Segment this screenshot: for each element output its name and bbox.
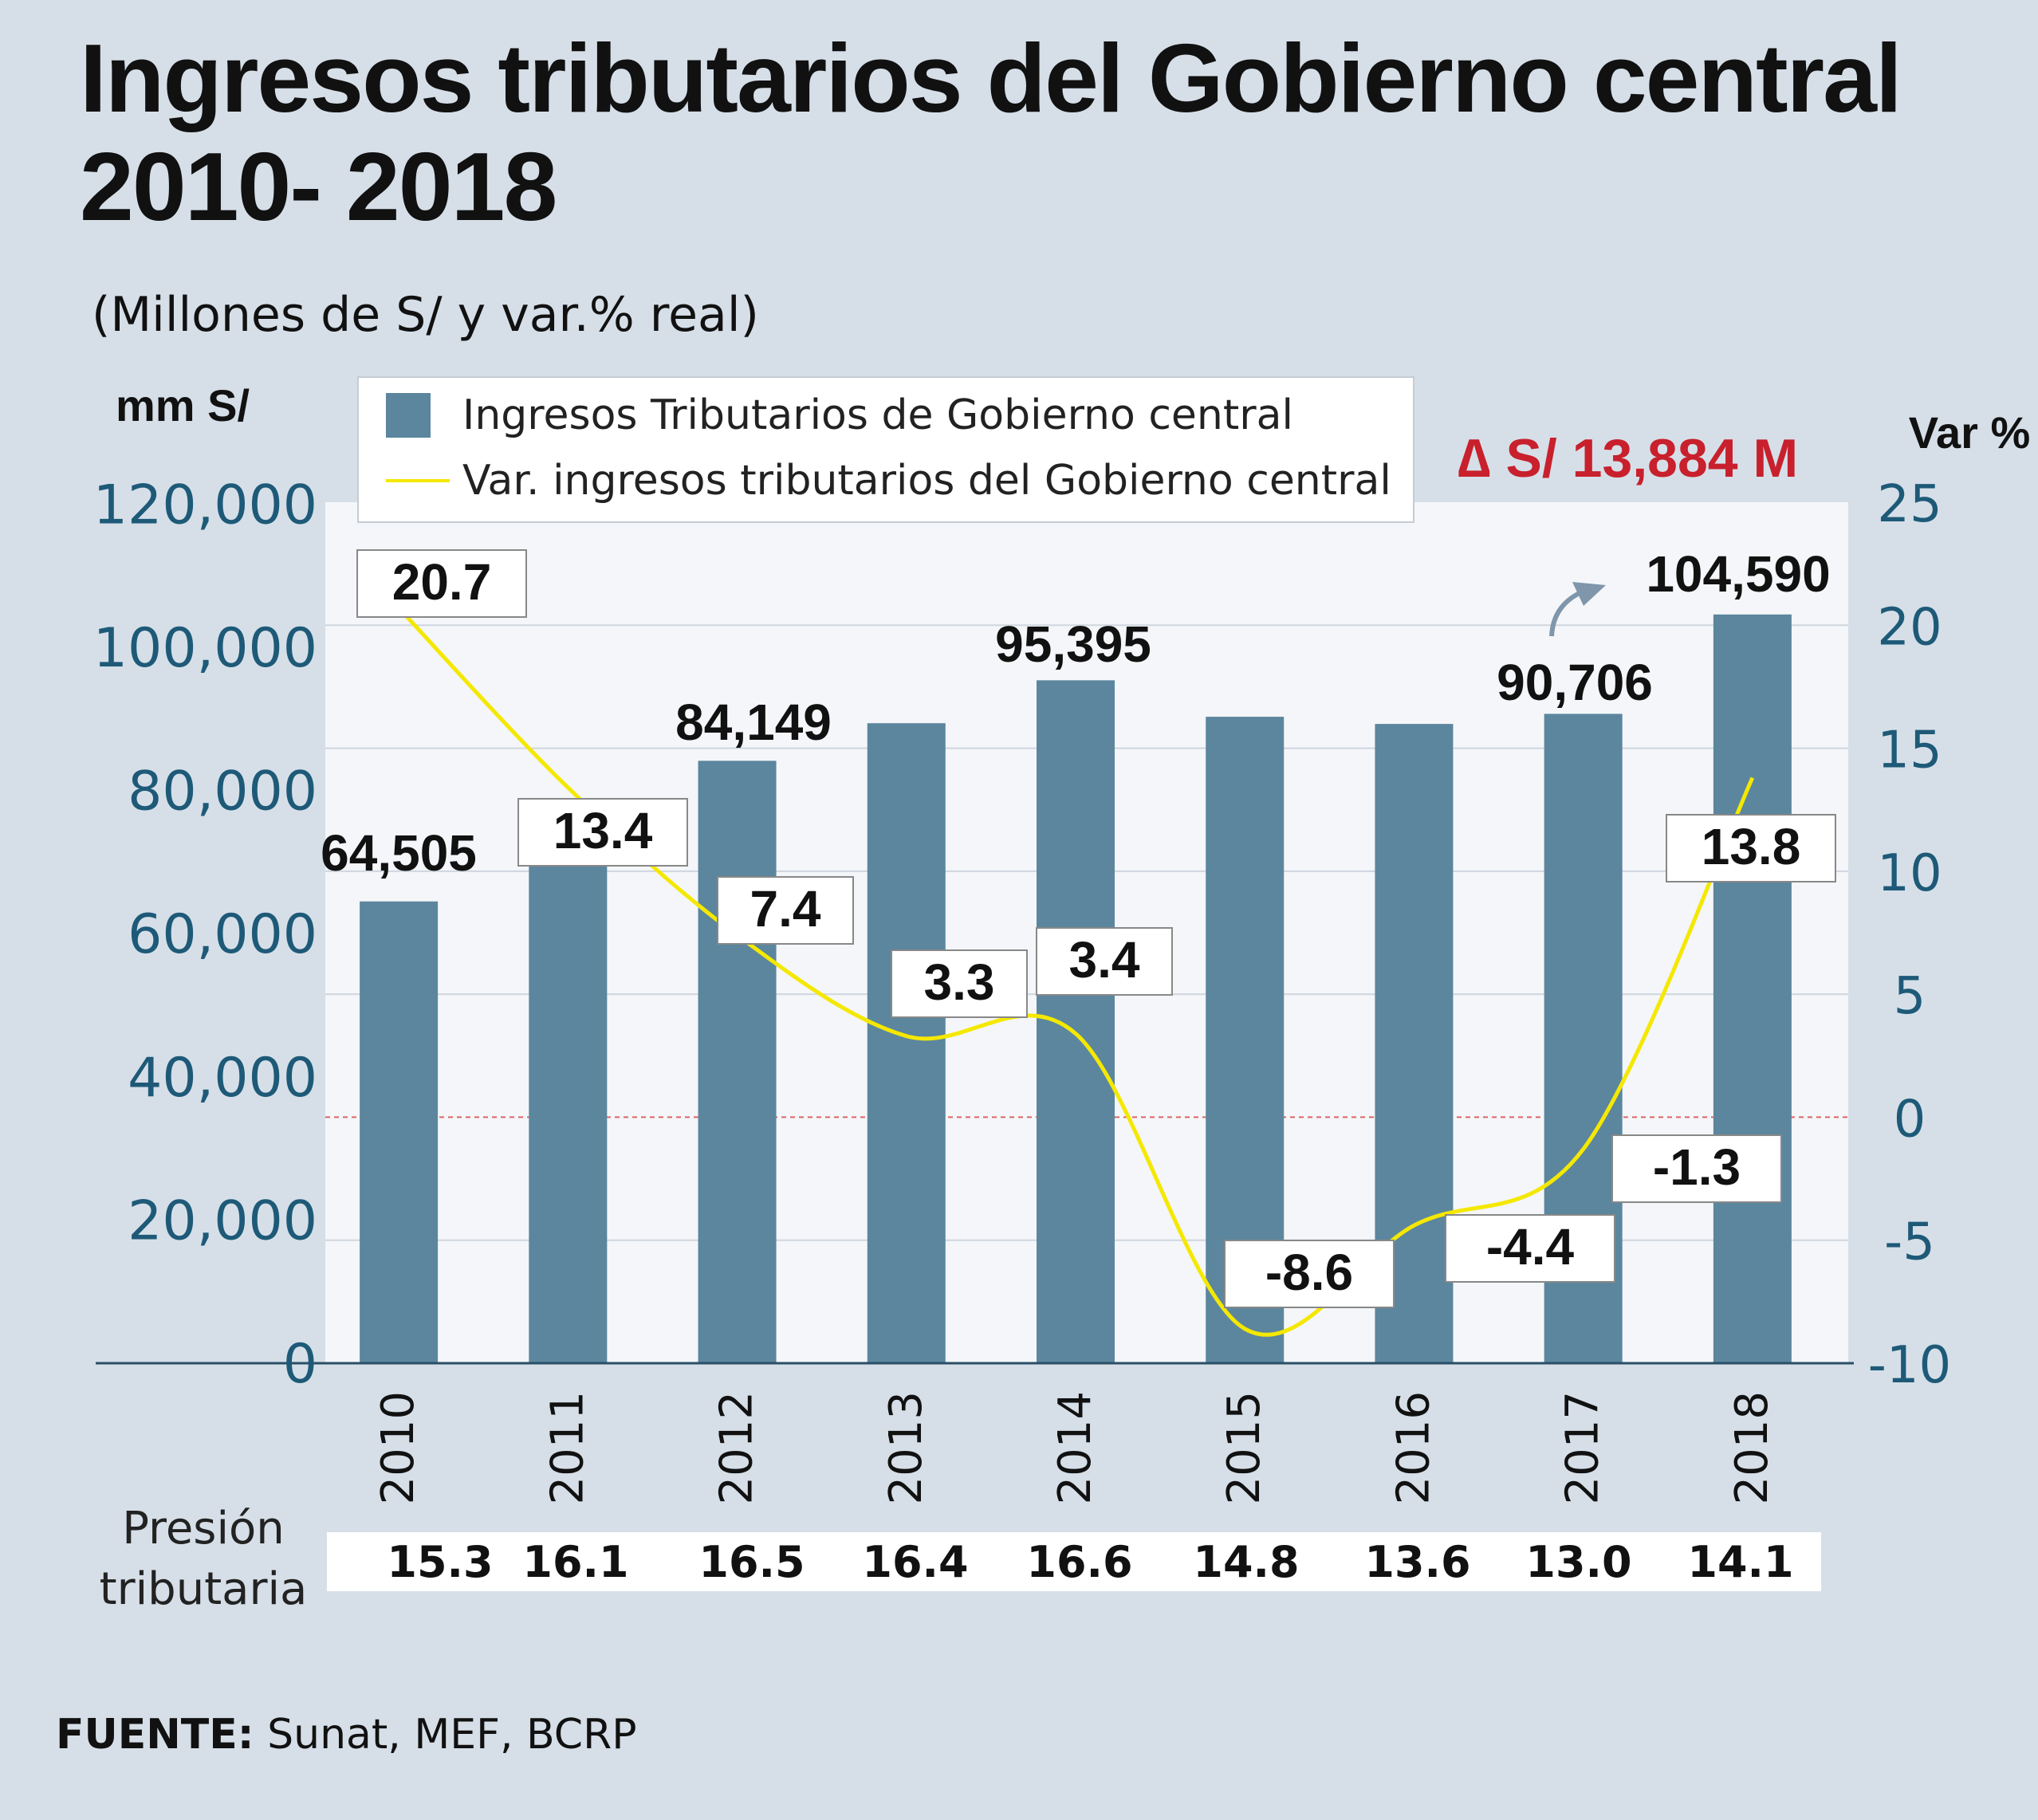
x-tick-label-2014: 2014 [1049,1391,1101,1505]
var-label-text: 3.4 [1069,931,1140,989]
var-label-box [1036,927,1173,996]
var-label-box [1445,1214,1615,1283]
legend-label-line: Var. ingresos tributarios del Gobierno c… [462,457,1391,505]
var-label-text: -1.3 [1653,1138,1741,1196]
bar-2012 [698,761,777,1363]
source-label: FUENTE: [56,1711,254,1759]
right-axis-title: Var % [1909,407,2031,458]
var-label-box [1666,814,1836,882]
x-tick-label-2010: 2010 [372,1391,424,1505]
bar-2013 [867,723,946,1363]
var-label-text: 7.4 [750,880,821,938]
presion-value-2017: 13.0 [1525,1537,1632,1587]
var-label-box [517,798,688,867]
x-tick-label-2015: 2015 [1218,1391,1270,1505]
delta-arrow-icon [1549,582,1606,637]
left-tick-label: 20,000 [128,1189,317,1252]
left-tick-label: 40,000 [128,1047,317,1110]
var-label-text: 20.7 [392,553,492,611]
x-tick-label-2016: 2016 [1387,1391,1439,1505]
x-tick-label-2018: 2018 [1726,1391,1778,1505]
right-tick-label: 20 [1877,598,1942,657]
bar-value-label-2017: 90,706 [1497,654,1653,711]
chart-title-line1: Ingresos tributarios del Gobierno centra… [80,24,1902,132]
bar-value-label-2010: 64,505 [321,824,477,882]
right-tick-label: -10 [1868,1336,1952,1395]
var-label-2012: 7.4 [717,876,854,945]
presion-label: Presión tributaria [96,1499,311,1620]
chart-title-line2: 2010- 2018 [80,132,557,241]
chart-subtitle: (Millones de S/ y var.% real) [92,287,759,343]
source-note: FUENTE: Sunat, MEF, BCRP [56,1711,637,1759]
legend-label-bars: Ingresos Tributarios de Gobierno central [462,391,1293,439]
var-label-text: 13.8 [1702,818,1801,875]
bar-2014 [1037,680,1115,1363]
presion-value-2015: 14.8 [1193,1537,1300,1587]
presion-value-2013: 16.4 [862,1537,969,1587]
presion-value-2014: 16.6 [1026,1537,1133,1587]
title-block: Ingresos tributarios del Gobierno centra… [80,24,1993,241]
legend: Ingresos Tributarios de Gobierno central… [357,376,1414,523]
left-tick-label: 120,000 [93,474,317,537]
bar-2010 [360,901,439,1363]
presion-value-2010: 15.3 [387,1537,494,1587]
left-tick-label: 0 [283,1333,317,1396]
var-label-2013: 3.3 [891,949,1028,1018]
var-label-text: -8.6 [1265,1244,1353,1301]
x-tick-label-2017: 2017 [1557,1391,1609,1505]
var-label-2017: -1.3 [1611,1134,1782,1203]
var-label-text: -4.4 [1486,1218,1575,1276]
legend-swatch-bar [386,393,431,438]
bar-value-label-2012: 84,149 [675,694,832,751]
presion-band [327,1532,1821,1591]
left-tick-label: 100,000 [93,617,317,680]
var-label-text: 13.4 [553,802,653,859]
presion-value-2018: 14.1 [1687,1537,1794,1587]
right-tick-label: -5 [1884,1213,1935,1272]
bar-2011 [529,858,608,1363]
var-label-box [891,949,1028,1018]
var-label-box [1224,1240,1395,1308]
bar-value-label-2014: 95,395 [995,615,1151,673]
var-label-2014: 3.4 [1036,927,1173,996]
var-label-2018: 13.8 [1666,814,1836,882]
presion-value-2011: 16.1 [522,1537,629,1587]
left-tick-label: 60,000 [128,903,317,966]
data-labels: 64,505 84,149 95,395 90,706 104,590 20.7 13.4 7… [321,545,1836,1308]
var-label-text: 3.3 [924,953,995,1011]
bar-2018 [1713,614,1792,1363]
presion-label-line2: tributaria [99,1563,308,1615]
var-label-box [717,876,854,945]
var-label-2015: -8.6 [1224,1240,1395,1308]
legend-item-bars: Ingresos Tributarios de Gobierno central [386,387,1293,443]
x-tick-label-2011: 2011 [541,1391,593,1505]
right-tick-label: 5 [1894,967,1926,1026]
var-label-2016: -4.4 [1445,1214,1615,1283]
right-tick-label: 25 [1877,475,1942,534]
presion-label-line1: Presión [122,1503,285,1555]
left-tick-label: 80,000 [128,761,317,824]
right-tick-label: 15 [1877,721,1942,780]
left-axis-title: mm S/ [116,380,250,430]
x-tick-label-2013: 2013 [880,1391,932,1505]
delta-note: ∆ S/ 13,884 M [1458,428,1799,489]
axes: mm S/0 20,000 40,000 60,000 80,000 100,000 120… [93,380,2030,1505]
var-label-2010: 20.7 [356,549,527,618]
var-label-box [356,549,527,618]
var-label-2011: 13.4 [517,798,688,867]
source-text: Sunat, MEF, BCRP [254,1711,637,1759]
presion-value-2016: 13.6 [1364,1537,1471,1587]
right-tick-label: 0 [1894,1090,1926,1149]
bar-value-label-2018: 104,590 [1646,545,1830,603]
right-tick-label: 10 [1877,844,1942,903]
legend-swatch-line [386,479,450,482]
x-tick-label-2012: 2012 [711,1391,763,1505]
legend-item-line: Var. ingresos tributarios del Gobierno c… [386,453,1391,509]
var-label-box [1611,1134,1782,1203]
presion-value-2012: 16.5 [698,1537,805,1587]
